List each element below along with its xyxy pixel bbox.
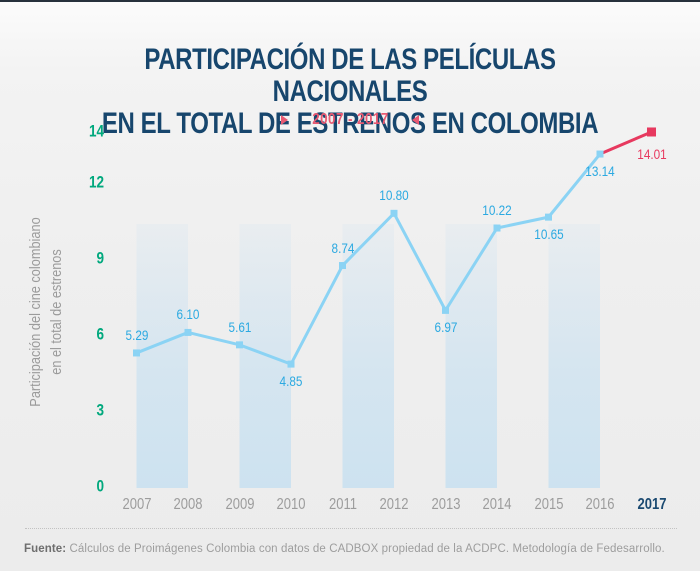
x-axis-year: 2008 — [173, 496, 203, 513]
highlight-line — [598, 130, 653, 156]
x-axis-year: 2010 — [276, 496, 306, 513]
value-label: 4.85 — [279, 373, 303, 390]
data-point-marker — [442, 306, 449, 314]
value-label: 10.65 — [533, 226, 564, 243]
y-axis-tick: 6 — [96, 325, 104, 344]
x-axis-year: 2012 — [379, 496, 409, 513]
x-axis-year: 2017 — [637, 496, 666, 513]
x-axis-year: 2015 — [534, 496, 563, 513]
background-stripe — [445, 224, 497, 488]
value-label: 6.97 — [434, 319, 457, 336]
x-axis-year: 2016 — [585, 496, 615, 513]
data-point-marker — [493, 224, 501, 232]
x-axis-year: 2011 — [328, 496, 357, 513]
left-arrow-icon — [412, 115, 420, 125]
data-point-marker — [236, 341, 243, 349]
y-axis-title-line-2: en el total de estrenos — [49, 249, 65, 375]
y-axis-tick: 0 — [96, 477, 104, 496]
value-label: 10.22 — [482, 202, 512, 219]
y-axis-title: Participación del cine colombiano en el … — [26, 217, 68, 406]
series-line — [135, 152, 602, 366]
subtitle-label: 2007 - 2017 — [311, 111, 389, 128]
value-label: 5.61 — [228, 318, 251, 335]
source-text: Cálculos de Proimágenes Colombia con dat… — [66, 543, 665, 555]
title-line-1: PARTICIPACIÓN DE LAS PELÍCULAS NACIONALE… — [144, 43, 556, 109]
value-label: 5.29 — [125, 326, 148, 343]
value-label: 8.74 — [331, 239, 354, 256]
right-arrow-icon — [280, 115, 288, 125]
data-point-marker — [133, 349, 140, 357]
data-point-marker — [647, 127, 656, 137]
value-label: 14.01 — [636, 145, 667, 162]
data-point-marker — [184, 328, 192, 336]
data-point-marker — [545, 213, 552, 221]
x-axis-year: 2007 — [122, 496, 151, 513]
background-stripe — [136, 224, 188, 488]
data-point-marker — [287, 360, 295, 368]
subtitle-period: 2007 - 2017 — [0, 111, 700, 129]
y-axis-tick: 3 — [96, 401, 104, 420]
footer-separator — [25, 528, 677, 529]
x-axis-year: 2013 — [431, 496, 460, 513]
value-label: 10.80 — [379, 187, 409, 204]
value-label: 13.14 — [585, 163, 615, 180]
data-point-marker — [339, 262, 346, 270]
source-label: Fuente: — [24, 543, 67, 555]
page-title: PARTICIPACIÓN DE LAS PELÍCULAS NACIONALE… — [70, 44, 630, 140]
data-point-marker — [390, 209, 398, 217]
y-axis-tick: 9 — [96, 249, 104, 268]
y-axis-tick: 12 — [88, 173, 104, 192]
y-axis-title-line-1: Participación del cine colombiano — [28, 217, 44, 407]
background-stripe — [342, 224, 394, 488]
title-line-2: EN EL TOTAL DE ESTRENOS EN COLOMBIA — [101, 107, 599, 141]
value-label: 6.10 — [176, 306, 200, 323]
data-point-marker — [596, 150, 604, 158]
y-axis-tick: 14 — [88, 122, 104, 141]
x-axis-year: 2014 — [482, 496, 512, 513]
background-stripe — [548, 224, 600, 488]
source-note: Fuente: Cálculos de Proimágenes Colombia… — [24, 543, 684, 555]
x-axis-year: 2009 — [225, 496, 254, 513]
